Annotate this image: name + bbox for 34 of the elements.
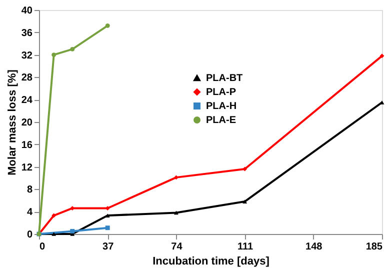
point <box>52 213 56 218</box>
y-tick-label: 0 <box>26 230 33 240</box>
y-tick-label: 28 <box>21 72 33 84</box>
y-tick-label: 8 <box>26 184 33 196</box>
legend-label: PLA-BT <box>206 73 243 84</box>
legend-label: PLA-P <box>206 87 236 98</box>
y-tick-label: 24 <box>21 95 33 106</box>
y-tick-label: 12 <box>21 162 33 174</box>
point <box>70 228 75 234</box>
y-tick-label: 36 <box>21 28 33 39</box>
x-tick-label: 148 <box>306 242 323 252</box>
y-tick-label: 32 <box>21 50 33 62</box>
legend-label: PLA-E <box>206 115 236 126</box>
y-tick-label: 16 <box>21 140 33 151</box>
y-tick-label: 4 <box>26 207 33 218</box>
x-tick-label: 0 <box>40 242 46 252</box>
point <box>105 226 110 230</box>
y-tick-label: 40 <box>21 6 33 16</box>
point <box>52 232 56 236</box>
x-tick-label: 74 <box>171 242 183 252</box>
y-tick-label: 20 <box>21 118 33 128</box>
x-tick-label: 37 <box>102 242 114 252</box>
x-tick-label: 185 <box>366 242 383 252</box>
point <box>52 52 56 58</box>
point <box>242 166 248 172</box>
x-axis-title: Incubation time [days] <box>152 256 270 268</box>
x-tick-label: 111 <box>238 242 254 252</box>
y-axis-title: Molar mass loss [%] <box>6 69 18 176</box>
point <box>105 23 110 28</box>
legend-label: PLA-H <box>206 101 237 112</box>
point <box>242 200 248 204</box>
point <box>70 46 75 52</box>
point <box>174 175 178 180</box>
point <box>380 54 384 58</box>
